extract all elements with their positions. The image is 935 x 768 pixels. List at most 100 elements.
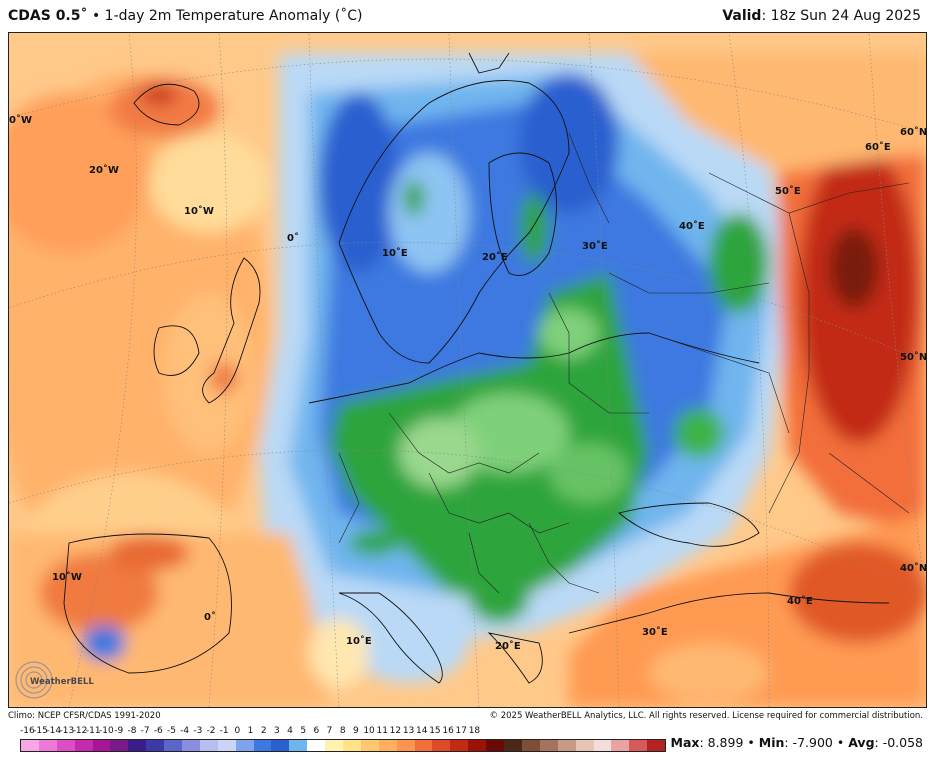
- grid-label: 20˚E: [482, 251, 508, 263]
- colorbar-swatch: [146, 740, 165, 751]
- colorbar-swatch: [647, 740, 666, 751]
- colorbar-swatch: [432, 740, 451, 751]
- colorbar-swatch: [396, 740, 415, 751]
- colorbar-swatch: [289, 740, 308, 751]
- colorbar-labels: -16 -15 -14 -13 -12 -11 -10 -9 -8 -7 -6 -5 -4 -3 -2 -1 0…: [20, 726, 666, 738]
- max-label: Max: [670, 735, 700, 750]
- colorbar-tick-label: -15: [33, 726, 48, 736]
- grid-label: 0˚: [204, 611, 216, 623]
- avg-label: Avg: [848, 735, 875, 750]
- colorbar-tick-label: 16: [442, 726, 454, 736]
- colorbar-tick-label: -7: [140, 726, 150, 736]
- colorbar-tick-label: 6: [313, 726, 320, 736]
- colorbar-swatch: [110, 740, 129, 751]
- grid-label: 30˚E: [582, 240, 608, 252]
- colorbar-swatch: [593, 740, 612, 751]
- colorbar-swatch: [557, 740, 576, 751]
- valid-time: Valid: 18z Sun 24 Aug 2025: [722, 8, 921, 24]
- title-separator: •: [91, 8, 101, 24]
- colorbar-swatch: [360, 740, 379, 751]
- grid-label: 40˚E: [679, 220, 705, 232]
- graticule: [9, 33, 926, 707]
- grid-label: 60˚E: [865, 141, 891, 153]
- grid-label: 10˚E: [382, 247, 408, 259]
- colorbar-tick-label: 15: [429, 726, 441, 736]
- colorbar-swatch: [611, 740, 630, 751]
- grid-label: 40˚E: [787, 595, 813, 607]
- colorbar-tick-label: 7: [326, 726, 333, 736]
- svg-text:WeatherBELL: WeatherBELL: [30, 677, 94, 687]
- colorbar: -16 -15 -14 -13 -12 -11 -10 -9 -8 -7 -6 -5 -4 -3 -2 -1 0…: [20, 726, 666, 752]
- grid-label: 0˚W: [9, 114, 32, 126]
- valid-label: Valid: [722, 8, 762, 24]
- max-value: : 8.899: [699, 735, 744, 750]
- colorbar-swatch: [253, 740, 272, 751]
- colorbar-tick-label: -6: [153, 726, 163, 736]
- min-value: : -7.900: [784, 735, 833, 750]
- colorbar-tick-label: -12: [72, 726, 88, 736]
- colorbar-swatch: [575, 740, 594, 751]
- colorbar-swatch: [182, 740, 200, 751]
- model-name: CDAS 0.5˚: [8, 8, 88, 24]
- colorbar-tick-label: 5: [300, 726, 307, 736]
- grid-label: 20˚E: [495, 640, 521, 652]
- avg-value: : -0.058: [874, 735, 923, 750]
- product-name: 1-day 2m Temperature Anomaly (˚C): [104, 8, 363, 24]
- colorbar-tick-label: 13: [402, 726, 415, 736]
- colorbar-tick-label: -2: [206, 726, 216, 736]
- colorbar-swatch: [307, 740, 326, 751]
- colorbar-tick-label: 4: [287, 726, 293, 736]
- colorbar-swatch: [539, 740, 558, 751]
- colorbar-tick-label: -11: [85, 726, 101, 736]
- copyright-note: © 2025 WeatherBELL Analytics, LLC. All r…: [489, 711, 923, 721]
- grid-label: 0˚: [287, 232, 299, 244]
- weatherbell-logo: WeatherBELL: [12, 658, 100, 702]
- colorbar-tick-label: -9: [114, 726, 124, 736]
- colorbar-tick-label: -14: [46, 726, 62, 736]
- grid-label: 10˚W: [52, 571, 82, 583]
- colorbar-tick-label: -13: [59, 726, 75, 736]
- colorbar-tick-label: 0: [234, 726, 241, 736]
- colorbar-tick-label: -3: [193, 726, 203, 736]
- colorbar-swatch: [271, 740, 290, 751]
- grid-label: 10˚W: [184, 205, 214, 217]
- colorbar-swatch: [521, 740, 540, 751]
- colorbar-swatch: [629, 740, 648, 751]
- header: CDAS 0.5˚ • 1-day 2m Temperature Anomaly…: [0, 0, 935, 32]
- min-label: Min: [758, 735, 785, 750]
- grid-label: 40˚N: [900, 562, 926, 574]
- colorbar-tick-label: 14: [416, 726, 428, 736]
- colorbar-swatch: [164, 740, 183, 751]
- colorbar-swatch: [235, 740, 254, 751]
- colorbar-swatch: [38, 740, 57, 751]
- colorbar-swatch: [450, 740, 469, 751]
- colorbar-tick-label: 3: [273, 726, 280, 736]
- colorbar-tick-label: -1: [219, 726, 229, 736]
- colorbar-swatch: [199, 740, 218, 751]
- anomaly-field: [9, 53, 926, 707]
- map-title: CDAS 0.5˚ • 1-day 2m Temperature Anomaly…: [8, 8, 363, 24]
- colorbar-tick-label: 12: [389, 726, 402, 736]
- grid-label: 50˚E: [775, 185, 801, 197]
- colorbar-swatch: [21, 740, 39, 751]
- colorbar-tick-label: 2: [260, 726, 267, 736]
- grid-label: 30˚E: [642, 626, 668, 638]
- anomaly-map[interactable]: 0˚W 20˚W 10˚W 0˚ 10˚E 20˚E 30˚E 40˚E 50˚…: [8, 32, 927, 708]
- colorbar-swatch: [128, 740, 147, 751]
- colorbar-tick-label: 10: [363, 726, 375, 736]
- stats-summary: Max: 8.899 • Min: -7.900 • Avg: -0.058: [670, 735, 924, 750]
- colorbar-swatch: [56, 740, 75, 751]
- colorbar-tick-label: -5: [166, 726, 176, 736]
- colorbar-swatch: [74, 740, 93, 751]
- grid-label: 20˚W: [89, 164, 119, 176]
- colorbar-tick-label: -4: [180, 726, 190, 736]
- colorbar-swatch: [378, 740, 397, 751]
- grid-label: 10˚E: [346, 635, 372, 647]
- colorbar-tick-label: -8: [127, 726, 137, 736]
- colorbar-swatch: [504, 740, 522, 751]
- colorbar-tick-label: -16: [20, 726, 35, 736]
- colorbar-tick-label: -10: [99, 726, 114, 736]
- grid-labels: 0˚W 20˚W 10˚W 0˚ 10˚E 20˚E 30˚E 40˚E 50˚…: [9, 114, 926, 652]
- colorbar-swatch: [468, 740, 487, 751]
- colorbar-swatch: [414, 740, 433, 751]
